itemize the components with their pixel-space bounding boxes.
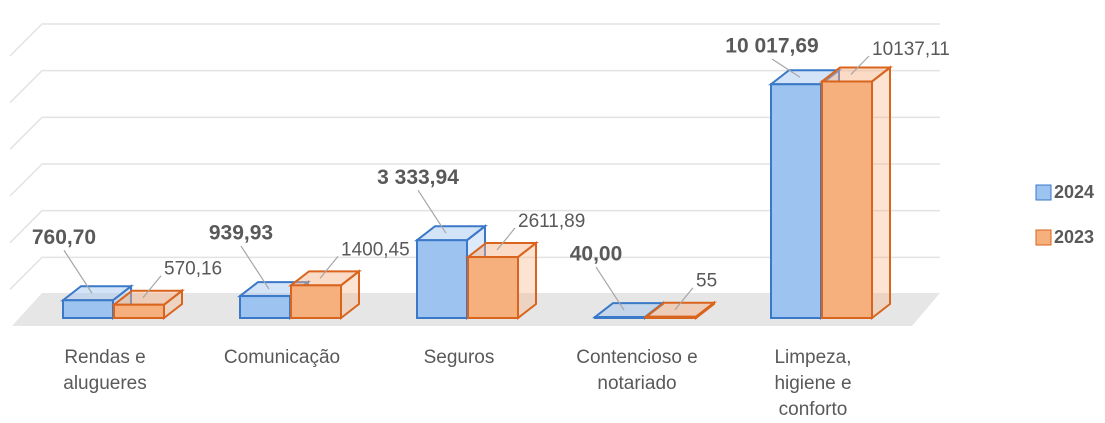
label-line: Rendas e xyxy=(64,347,145,368)
label-line: Comunicação xyxy=(224,347,340,368)
label-line: Seguros xyxy=(424,347,495,368)
bar xyxy=(465,241,539,321)
data-label: 10 017,69 xyxy=(725,35,818,58)
legend-swatch xyxy=(1035,229,1052,246)
bar-front xyxy=(467,256,519,320)
bar-front xyxy=(113,303,165,319)
data-label: 2611,89 xyxy=(518,211,585,232)
bar-front xyxy=(770,83,822,319)
data-label: 570,16 xyxy=(164,259,222,280)
data-label: 40,00 xyxy=(570,243,623,266)
leader-line xyxy=(595,266,625,311)
leader-line xyxy=(417,189,447,234)
grid-line xyxy=(9,209,940,244)
label-line: conforto xyxy=(779,399,848,420)
data-label: 760,70 xyxy=(32,226,96,249)
x-tick-label: Limpeza, higiene e conforto xyxy=(774,347,851,420)
data-label: 10137,11 xyxy=(872,39,950,60)
leader-line xyxy=(850,55,870,75)
leader-line xyxy=(319,255,339,279)
label-line: notariado xyxy=(597,373,676,394)
data-label: 1400,45 xyxy=(341,239,410,260)
grid-line xyxy=(9,116,940,150)
leader-line xyxy=(771,58,801,78)
leader-line xyxy=(674,287,694,311)
bar xyxy=(819,65,893,321)
x-tick-label: Comunicação xyxy=(224,347,340,368)
x-tick-label: Contencioso e notariado xyxy=(576,347,697,394)
grid-line xyxy=(9,256,940,290)
bar-front xyxy=(62,299,114,320)
grid-line xyxy=(9,23,940,57)
label-line: alugueres xyxy=(63,373,146,394)
bar-front xyxy=(416,239,468,319)
legend-swatch xyxy=(1035,184,1052,201)
label-line: Contencioso e xyxy=(576,347,697,368)
bar-front xyxy=(290,284,342,320)
x-tick-label: Seguros xyxy=(424,347,495,368)
data-label: 939,93 xyxy=(209,222,273,245)
bar xyxy=(111,288,185,321)
leader-line xyxy=(63,249,93,294)
leader-line xyxy=(496,227,516,251)
x-tick-label: Rendas e alugueres xyxy=(63,347,146,394)
bar-front xyxy=(645,315,697,320)
bar xyxy=(643,300,717,321)
grid-line xyxy=(9,163,940,197)
data-label: 55 xyxy=(696,271,717,292)
bar-front xyxy=(239,295,291,319)
bar-side xyxy=(871,65,891,321)
leader-line xyxy=(142,275,162,299)
grid-line xyxy=(9,69,940,104)
legend-label: 2024 xyxy=(1054,182,1094,202)
bar xyxy=(288,269,362,321)
bar-front xyxy=(594,316,646,320)
leader-line xyxy=(240,245,270,290)
label-line: higiene e xyxy=(774,373,851,394)
legend-label: 2023 xyxy=(1054,227,1094,247)
bar-front xyxy=(821,80,873,319)
label-line: Limpeza, xyxy=(774,347,851,368)
data-label: 3 333,94 xyxy=(377,166,459,189)
